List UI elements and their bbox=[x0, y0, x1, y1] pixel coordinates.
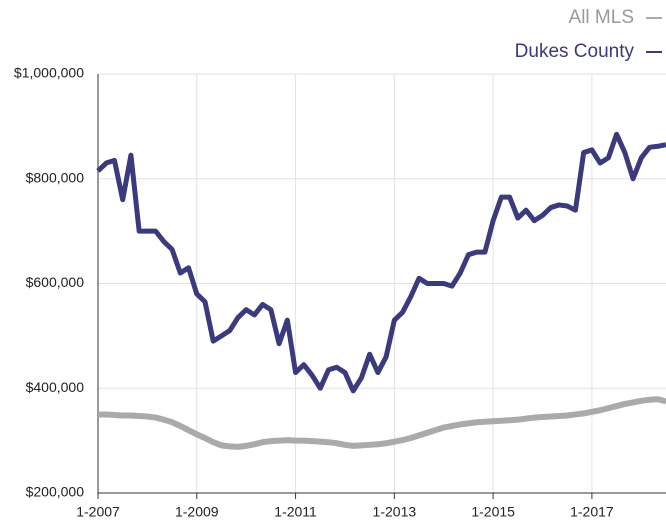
y-tick-label: $1,000,000 bbox=[14, 65, 84, 81]
line-series bbox=[96, 131, 666, 394]
x-tick-label: 1-2011 bbox=[274, 504, 317, 520]
x-tick-label: 1-2013 bbox=[373, 504, 417, 520]
x-tick-label: 1-2015 bbox=[471, 504, 515, 520]
x-tick-label: 1-2007 bbox=[76, 504, 120, 520]
legend-label: All MLS bbox=[569, 7, 634, 28]
x-tick-label: 1-2017 bbox=[570, 504, 614, 520]
y-tick-label: $400,000 bbox=[26, 379, 85, 395]
line-series bbox=[98, 396, 666, 450]
legend-label: Dukes County bbox=[515, 41, 635, 62]
y-tick-label: $800,000 bbox=[26, 169, 85, 185]
x-tick-label: 1-2009 bbox=[175, 504, 219, 520]
y-tick-label: $600,000 bbox=[26, 274, 85, 290]
y-tick-label: $200,000 bbox=[26, 484, 85, 500]
